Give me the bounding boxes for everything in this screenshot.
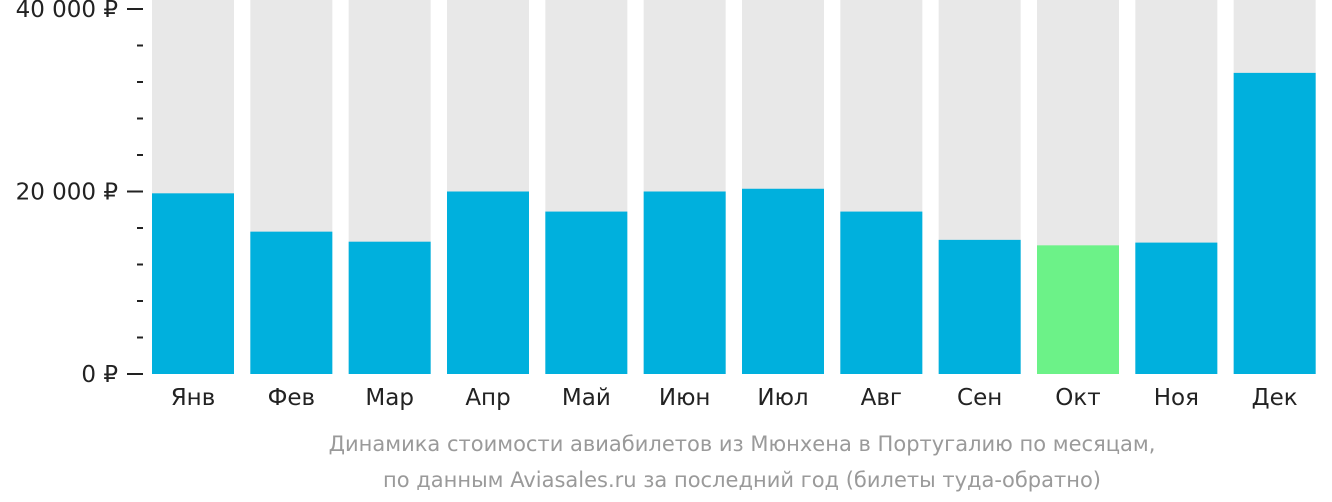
x-tick-label: Мар <box>365 385 414 411</box>
price-bar-chart: 0 ₽ 20 000 ₽ 40 000 ₽ Янв Фев Мар Апр Май Июн Ию… <box>16 0 1316 411</box>
chart-caption-line-2: по данным Aviasales.ru за последний год … <box>383 468 1101 492</box>
x-tick-label: Дек <box>1252 385 1298 411</box>
x-tick-label: Июл <box>757 385 808 411</box>
bar-11[interactable] <box>1135 242 1218 374</box>
bar-8[interactable] <box>840 211 923 374</box>
y-tick-label: 0 ₽ <box>81 362 118 388</box>
y-tick-label: 20 000 ₽ <box>16 180 118 206</box>
data-bars <box>152 72 1316 375</box>
chart-caption-line-1: Динамика стоимости авиабилетов из Мюнхен… <box>328 432 1156 456</box>
x-tick-label: Июн <box>659 385 711 411</box>
x-tick-label: Янв <box>171 385 216 411</box>
bar-6[interactable] <box>643 191 726 375</box>
bar-3[interactable] <box>348 241 431 374</box>
x-axis: Янв Фев Мар Апр Май Июн Июл Авг Сен Окт Ноя Дек <box>171 385 1298 411</box>
x-tick-label: Ноя <box>1154 385 1199 411</box>
bar-9[interactable] <box>938 239 1021 374</box>
x-tick-label: Фев <box>268 385 316 411</box>
bar-1[interactable] <box>152 193 234 374</box>
bar-12[interactable] <box>1233 72 1316 374</box>
y-axis: 0 ₽ 20 000 ₽ 40 000 ₽ <box>16 0 143 388</box>
x-tick-label: Окт <box>1055 385 1100 411</box>
bar-5[interactable] <box>545 211 628 374</box>
x-tick-label: Сен <box>957 385 1002 411</box>
bar-7[interactable] <box>742 188 824 374</box>
bar-10[interactable] <box>1037 245 1119 374</box>
x-tick-label: Авг <box>861 385 902 411</box>
bar-2[interactable] <box>250 231 333 374</box>
y-tick-label: 40 000 ₽ <box>16 0 118 23</box>
x-tick-label: Май <box>562 385 611 411</box>
bar-4[interactable] <box>447 191 529 375</box>
x-tick-label: Апр <box>465 385 510 411</box>
